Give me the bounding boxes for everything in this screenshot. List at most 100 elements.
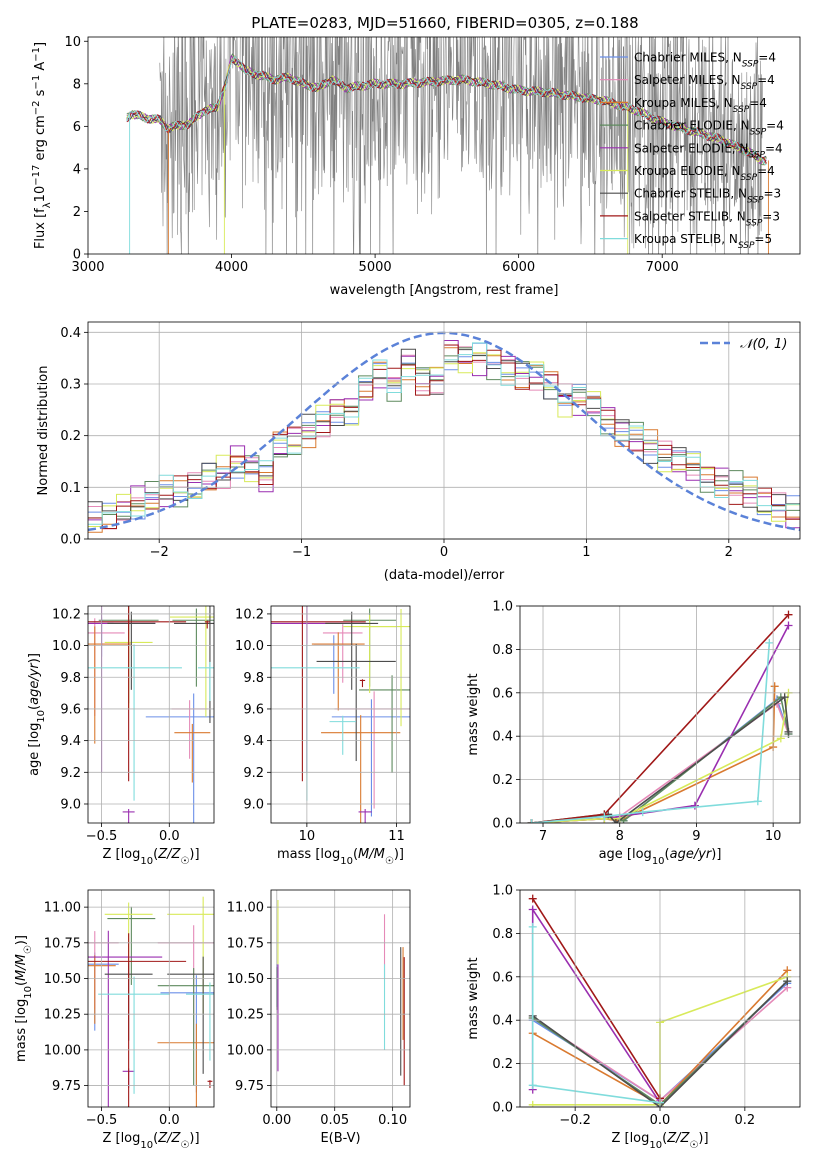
residuals-y-tick-label: 0.2 — [60, 429, 81, 444]
weight-vs-age-x-tick-label: 7 — [539, 829, 547, 844]
mass-vs-z-x-tick-label: 0.0 — [159, 1113, 180, 1128]
weight-marker-kroupa-stelib — [638, 808, 647, 817]
weight-vs-age-x-axis-label: age [log10(age/yr)] — [599, 847, 722, 867]
age-vs-mass-y-tick-label: 9.2 — [243, 766, 264, 781]
weight-line-chabrier-miles — [531, 697, 790, 823]
spectrum-panel: 3000 4000 5000 6000 7000 0 2 4 6 8 10 Chabrier MILE… — [31, 35, 801, 298]
spectrum-y-tick-label: 2 — [73, 205, 81, 220]
weight-vs-age-x-tick-label: 10 — [765, 829, 782, 844]
residuals-x-axis-label: (data-model)/error — [384, 568, 505, 583]
mass-vs-ebv-x-tick-label: 0.00 — [262, 1113, 291, 1128]
weight-marker-salpeter-elodie — [784, 621, 793, 630]
spectrum-y-tick-label: 4 — [73, 162, 81, 177]
mass-vs-z-plot-area — [88, 896, 214, 1107]
weight-vs-age-y-tick-label: 0.2 — [492, 773, 513, 788]
residuals-y-axis-label: Normed distribution — [36, 366, 51, 496]
weight-marker-kroupa-elodie — [528, 1100, 537, 1107]
residuals-y-tick-label: 0.1 — [60, 481, 81, 496]
spectrum-legend: Chabrier MILES, NSSP=4 Salpeter MILES, NS… — [600, 51, 784, 251]
residual-histogram-panel: −2 −1 0 1 2 0.0 0.1 0.2 0.3 0.4 𝒩(0, 1) (data-model… — [36, 321, 801, 583]
weight-marker-salpeter-elodie — [690, 801, 699, 810]
weight-vs-z-axes-frame — [519, 889, 801, 1108]
legend-entry-salpeter-elodie: Salpeter ELODIE, NSSP=4 — [634, 141, 783, 160]
spectrum-axes-frame — [87, 36, 801, 255]
legend-entry-kroupa-miles: Kroupa MILES, NSSP=4 — [634, 96, 767, 115]
weight-marker-kroupa-stelib — [765, 638, 774, 647]
age-vs-mass-plot-area — [271, 606, 410, 823]
weight-marker-chabrier-stelib — [611, 819, 620, 823]
weight-marker-chabrier-stelib — [783, 977, 792, 986]
weight-vs-age-y-tick-label: 0.0 — [492, 817, 513, 832]
weight-vs-age-x-tick-label: 8 — [616, 829, 624, 844]
mass-vs-ebv-y-tick-label: 10.50 — [227, 972, 264, 987]
weight-vs-z-x-tick-label: 0.0 — [650, 1113, 671, 1128]
mass-vs-ebv-y-tick-label: 10.75 — [227, 936, 264, 951]
weight-marker-chabrier-stelib — [780, 693, 789, 702]
age-vs-mass-x-axis-label: mass [log10(M/M☉)] — [277, 847, 404, 867]
spectrum-plot-area — [126, 37, 769, 254]
spectrum-x-tick-label: 7000 — [646, 260, 679, 275]
mass-vs-ebv-panel: 0.00 0.05 0.10 9.75 10.00 10.25 10.50 10.75 11.0… — [227, 889, 411, 1146]
age-vs-mass-y-tick-label: 9.0 — [243, 797, 264, 812]
spectrum-y-tick-label: 6 — [73, 120, 81, 135]
age-vs-metallicity-panel: −0.5 0.0 9.0 9.2 9.4 9.6 9.8 10.0 10.2 Z [log10(Z… — [27, 605, 215, 867]
weight-vs-age-axes-frame — [519, 605, 801, 824]
legend-entry-chabrier-elodie: Chabrier ELODIE, NSSP=4 — [634, 119, 784, 138]
weight-marker-kroupa-stelib — [753, 797, 762, 806]
residuals-x-tick-label: 2 — [725, 545, 733, 560]
residuals-y-tick-label: 0.0 — [60, 533, 81, 548]
spectrum-y-tick-label: 0 — [73, 248, 81, 263]
age-vs-z-x-tick-label: 0.0 — [159, 829, 180, 844]
weight-vs-age-y-tick-label: 0.4 — [492, 730, 513, 745]
mass-vs-ebv-axes-frame — [270, 889, 411, 1108]
weight-marker-salpeter-stelib — [784, 610, 793, 619]
age-vs-mass-y-tick-label: 9.6 — [243, 702, 264, 717]
weight-marker-kroupa-miles — [770, 682, 779, 691]
weight-vs-age-y-tick-label: 1.0 — [492, 600, 513, 615]
residuals-y-tick-label: 0.3 — [60, 378, 81, 393]
mass-vs-z-y-tick-label: 9.75 — [52, 1079, 81, 1094]
age-vs-z-y-tick-label: 9.6 — [60, 702, 81, 717]
mass-vs-z-axes-frame — [87, 889, 215, 1108]
residuals-x-tick-label: 0 — [440, 545, 448, 560]
legend-entry-kroupa-stelib: Kroupa STELIB, NSSP=5 — [634, 232, 772, 251]
mass-vs-ebv-x-tick-label: 0.05 — [320, 1113, 349, 1128]
mass-vs-z-x-axis-label: Z [log10(Z/Z☉)] — [102, 1131, 199, 1151]
weight-marker-kroupa-stelib — [527, 819, 536, 823]
weight-line-salpeter-elodie — [531, 625, 790, 823]
spectrum-x-tick-label: 6000 — [502, 260, 535, 275]
mass-vs-ebv-y-tick-label: 10.25 — [227, 1008, 264, 1023]
age-vs-mass-y-tick-label: 10.0 — [235, 639, 264, 654]
age-vs-z-y-tick-label: 9.8 — [60, 671, 81, 686]
mass-vs-ebv-y-tick-label: 11.00 — [227, 901, 264, 916]
spectrum-y-tick-label: 8 — [73, 77, 81, 92]
spectrum-y-axis-label: Flux [fλ10−17 erg cm−2 s−1 A−1] — [31, 42, 53, 249]
legend-entry-chabrier-stelib: Chabrier STELIB, NSSP=3 — [634, 187, 781, 206]
spectrum-y-tick-label: 10 — [64, 35, 81, 50]
weight-vs-z-x-tick-label: 0.2 — [735, 1113, 756, 1128]
age-vs-z-y-tick-label: 10.2 — [52, 607, 81, 622]
legend-entry-salpeter-miles: Salpeter MILES, NSSP=4 — [634, 73, 775, 92]
weight-vs-age-panel: 7 8 9 10 0.0 0.2 0.4 0.6 0.8 1.0 age [log10(age/yr… — [466, 600, 801, 867]
mass-vs-ebv-y-tick-label: 9.75 — [235, 1079, 264, 1094]
legend-entry-kroupa-elodie: Kroupa ELODIE, NSSP=4 — [634, 164, 775, 183]
age-vs-mass-x-tick-label: 10 — [299, 829, 316, 844]
weight-vs-z-y-tick-label: 0.8 — [492, 927, 513, 942]
weight-line-salpeter-elodie — [531, 906, 661, 1104]
spectrum-model-kroupa-stelib — [126, 55, 767, 166]
weight-vs-z-y-tick-label: 0.2 — [492, 1057, 513, 1072]
figure-title: PLATE=0283, MJD=51660, FIBERID=0305, z=0… — [251, 14, 638, 32]
residuals-y-tick-label: 0.4 — [60, 326, 81, 341]
weight-vs-age-plot-area — [527, 610, 793, 823]
age-vs-z-y-axis-label: age [log10(age/yr)] — [27, 653, 47, 776]
spectrum-x-axis-label: wavelength [Angstrom, rest frame] — [330, 283, 559, 298]
weight-marker-kroupa-stelib — [600, 812, 609, 821]
spectrum-x-tick-label: 3000 — [71, 260, 104, 275]
spectrum-x-tick-label: 5000 — [359, 260, 392, 275]
weight-vs-metallicity-panel: −0.2 0.0 0.2 0.0 0.2 0.4 0.6 0.8 1.0 Z [log10(Z/Z… — [466, 884, 801, 1151]
age-vs-z-x-tick-label: −0.5 — [86, 829, 118, 844]
mass-vs-ebv-x-tick-label: 0.10 — [378, 1113, 407, 1128]
weight-vs-age-y-tick-label: 0.6 — [492, 686, 513, 701]
weight-vs-z-y-tick-label: 0.6 — [492, 970, 513, 985]
